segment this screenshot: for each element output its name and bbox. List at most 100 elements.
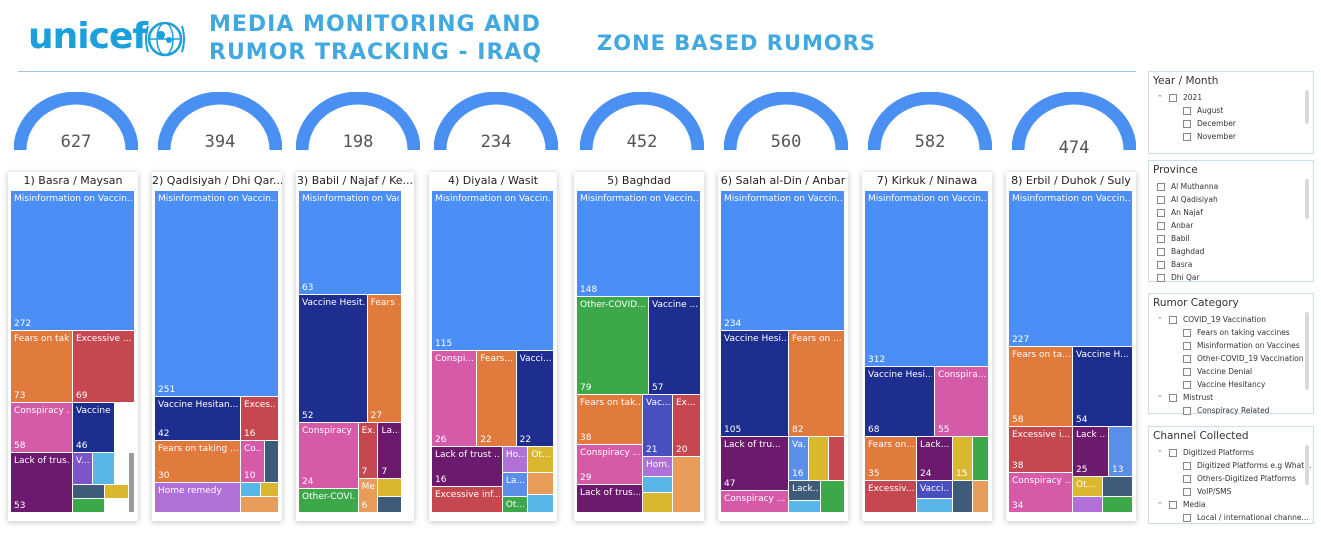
treemap-tile[interactable] bbox=[378, 497, 402, 513]
treemap-tile[interactable]: Misinformation on Vaccin... 227 bbox=[1009, 191, 1133, 347]
treemap-tile[interactable]: Misinformation on Vaccin... 312 bbox=[865, 191, 989, 367]
checkbox[interactable] bbox=[1157, 183, 1165, 191]
slicer-year-month[interactable]: Year / Month ⌃ 2021 August December November bbox=[1148, 71, 1314, 154]
treemap-tile[interactable]: Ex... 7 bbox=[358, 423, 379, 479]
zone-treemap-card[interactable]: 4) Diyala / Wasit Misinformation on Vacci… bbox=[429, 172, 557, 521]
treemap-tile[interactable]: Conspi... 26 bbox=[432, 351, 478, 447]
treemap-tile[interactable]: Vaccine H... 54 bbox=[1073, 347, 1133, 427]
slicer-item[interactable]: Basra bbox=[1157, 259, 1192, 271]
slicer-province[interactable]: Province Al Muthanna Al Qadisiyah An Najaf… bbox=[1148, 160, 1314, 282]
slicer-item[interactable]: Vaccine Denial bbox=[1183, 366, 1252, 378]
checkbox[interactable] bbox=[1157, 235, 1165, 243]
checkbox[interactable] bbox=[1183, 475, 1191, 483]
treemap-tile[interactable]: Misinformation on Vaccin... 148 bbox=[577, 191, 701, 297]
treemap-tile[interactable]: V... bbox=[73, 453, 93, 485]
treemap-tile[interactable]: Fears on tak... 73 bbox=[11, 331, 73, 403]
treemap-tile[interactable]: Misinformation on Vaccin... 234 bbox=[721, 191, 845, 331]
treemap-tile[interactable]: 13 bbox=[1109, 427, 1133, 477]
treemap-tile[interactable]: Lack of trus... bbox=[577, 485, 643, 513]
treemap-tile[interactable] bbox=[265, 441, 279, 483]
slicer-item[interactable]: August bbox=[1183, 105, 1223, 117]
slicer-item[interactable]: Local / international channe... bbox=[1183, 512, 1309, 524]
treemap-tile[interactable]: Lack... 24 bbox=[917, 437, 953, 481]
treemap-tile[interactable] bbox=[73, 499, 105, 513]
slicer-item[interactable]: Baghdad bbox=[1157, 246, 1204, 258]
treemap-tile[interactable]: Fears ... 27 bbox=[367, 295, 402, 423]
treemap-tile[interactable]: Excessive ... 69 bbox=[73, 331, 135, 403]
treemap-tile[interactable]: Exces... 16 bbox=[241, 397, 279, 441]
slicer-item[interactable]: ⌃ Mistrust bbox=[1157, 392, 1213, 404]
slicer-rumor-category[interactable]: Rumor Category ⌃ COVID_19 Vaccination Fear… bbox=[1148, 293, 1314, 415]
treemap-tile[interactable]: Fears on... 35 bbox=[865, 437, 917, 481]
treemap-tile[interactable]: Vaccine Hesi... 68 bbox=[865, 367, 935, 437]
slicer-item[interactable]: Other-COVID_19 Vaccination bbox=[1183, 353, 1304, 365]
chevron-down-icon[interactable]: ⌃ bbox=[1157, 94, 1163, 102]
slicer-item[interactable]: Anbar bbox=[1157, 220, 1193, 232]
slicer-channel-collected[interactable]: Channel Collected ⌃ Digitized Platforms Di… bbox=[1148, 426, 1314, 524]
slicer-item[interactable]: An Najaf bbox=[1157, 207, 1203, 219]
treemap-tile[interactable] bbox=[1103, 497, 1133, 513]
treemap-tile[interactable]: Vaccine Hesi... 105 bbox=[721, 331, 789, 437]
treemap-tile[interactable]: Me... 6 bbox=[358, 479, 379, 513]
treemap-tile[interactable]: Other-COVI... bbox=[299, 489, 359, 513]
zone-treemap-card[interactable]: 6) Salah al-Din / Anbar Misinformation on… bbox=[718, 172, 848, 521]
slicer-item[interactable]: Misinformation on Vaccines bbox=[1183, 340, 1300, 352]
treemap-tile[interactable]: Vac... 21 bbox=[643, 395, 673, 457]
checkbox[interactable] bbox=[1183, 462, 1191, 470]
zone-treemap-card[interactable]: 1) Basra / Maysan Misinformation on Vacci… bbox=[8, 172, 138, 521]
treemap-tile[interactable]: Lack of trust ... 16 bbox=[432, 447, 503, 487]
treemap-tile[interactable] bbox=[643, 493, 673, 513]
slicer-item[interactable]: Fears on taking vaccines bbox=[1183, 327, 1290, 339]
slicer-item[interactable]: Vaccine Hesitancy bbox=[1183, 379, 1265, 391]
slicer-item[interactable]: November bbox=[1183, 131, 1236, 143]
treemap-tile[interactable]: Fears on ta... 58 bbox=[1009, 347, 1073, 427]
checkbox[interactable] bbox=[1183, 381, 1191, 389]
treemap-tile[interactable] bbox=[378, 479, 402, 497]
slicer-item[interactable]: VoIP/SMS bbox=[1183, 486, 1231, 498]
treemap-tile[interactable]: Vaccine ... 57 bbox=[649, 297, 701, 395]
checkbox[interactable] bbox=[1183, 120, 1191, 128]
treemap-tile[interactable]: Other-COVID... 79 bbox=[577, 297, 649, 395]
treemap-tile[interactable]: Lack... bbox=[789, 481, 821, 501]
checkbox[interactable] bbox=[1183, 355, 1191, 363]
treemap-tile[interactable] bbox=[528, 495, 554, 513]
treemap-tile[interactable]: Vaccine Hesit... 52 bbox=[299, 295, 368, 423]
checkbox[interactable] bbox=[1169, 394, 1177, 402]
treemap-tile[interactable]: Hom... bbox=[643, 457, 673, 477]
checkbox[interactable] bbox=[1183, 329, 1191, 337]
treemap-tile[interactable] bbox=[105, 485, 129, 499]
checkbox[interactable] bbox=[1157, 248, 1165, 256]
treemap-tile[interactable]: Misinformation on Vacci... 63 bbox=[299, 191, 402, 295]
slicer-item[interactable]: Others-Digitized Platforms bbox=[1183, 473, 1296, 485]
slicer-item[interactable]: ⌃ Digitized Platforms bbox=[1157, 447, 1254, 459]
chevron-down-icon[interactable]: ⌃ bbox=[1157, 449, 1163, 457]
treemap-tile[interactable] bbox=[73, 485, 105, 499]
treemap-tile[interactable]: Fears on tak... 38 bbox=[577, 395, 643, 445]
treemap-tile[interactable]: La... bbox=[502, 473, 529, 497]
checkbox[interactable] bbox=[1183, 407, 1191, 415]
checkbox[interactable] bbox=[1169, 449, 1177, 457]
treemap-tile[interactable] bbox=[1103, 477, 1133, 497]
checkbox[interactable] bbox=[1157, 222, 1165, 230]
zone-treemap-card[interactable]: 7) Kirkuk / Ninawa Misinformation on Vacc… bbox=[862, 172, 992, 521]
treemap-tile[interactable] bbox=[809, 437, 829, 481]
zone-treemap-card[interactable]: 2) Qadisiyah / Dhi Qar... Misinformation … bbox=[152, 172, 282, 521]
checkbox[interactable] bbox=[1169, 501, 1177, 509]
scrollbar[interactable] bbox=[1305, 179, 1309, 219]
treemap-tile[interactable]: Home remedy bbox=[155, 483, 241, 513]
checkbox[interactable] bbox=[1169, 94, 1177, 102]
treemap-tile[interactable] bbox=[789, 501, 821, 513]
treemap-tile[interactable]: Excessiv... bbox=[865, 481, 917, 513]
checkbox[interactable] bbox=[1183, 107, 1191, 115]
treemap-tile[interactable] bbox=[643, 477, 673, 493]
treemap-tile[interactable]: La... 7 bbox=[378, 423, 402, 479]
treemap-tile[interactable] bbox=[1073, 497, 1103, 513]
chevron-down-icon[interactable]: ⌃ bbox=[1157, 316, 1163, 324]
checkbox[interactable] bbox=[1157, 209, 1165, 217]
slicer-item[interactable]: Dhi Qar bbox=[1157, 272, 1200, 284]
zone-treemap-card[interactable]: 8) Erbil / Duhok / Suly Misinformation on… bbox=[1006, 172, 1136, 521]
treemap-tile[interactable]: Lack ... 25 bbox=[1073, 427, 1109, 477]
treemap-tile[interactable]: Misinformation on Vaccin... 251 bbox=[155, 191, 279, 397]
treemap-tile[interactable] bbox=[953, 481, 973, 513]
checkbox[interactable] bbox=[1169, 316, 1177, 324]
